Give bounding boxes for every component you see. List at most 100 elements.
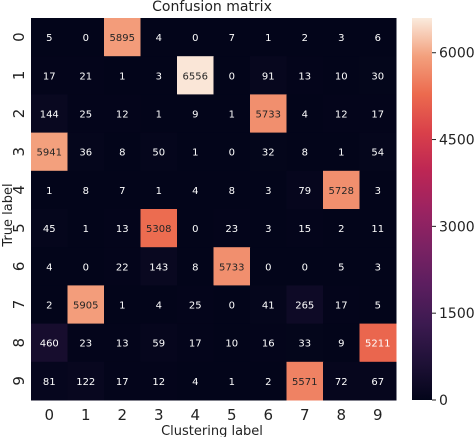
heatmap-cell <box>104 132 141 172</box>
heatmap-cell <box>359 170 397 210</box>
y-tick-label: 0 <box>10 32 28 42</box>
heatmap-cell <box>250 209 287 248</box>
heatmap-cell-label: 3 <box>375 262 381 273</box>
heatmap-cell-label: 8 <box>83 186 89 197</box>
heatmap-cell-label: 25 <box>189 301 202 312</box>
heatmap-cell-label: 0 <box>229 148 235 159</box>
heatmap-cell-label: 5211 <box>365 339 390 350</box>
heatmap-cell <box>213 170 251 210</box>
heatmap-cell <box>323 285 360 325</box>
heatmap-cell-label: 1 <box>119 71 125 82</box>
x-tick-label: 6 <box>263 406 273 424</box>
heatmap-cell-label: 9 <box>338 339 344 350</box>
heatmap-cell-label: 50 <box>152 148 165 159</box>
heatmap-cell <box>67 170 105 210</box>
heatmap-cell-label: 6 <box>375 33 381 44</box>
heatmap-cell <box>323 132 360 172</box>
heatmap-cell <box>140 132 178 172</box>
heatmap-cell-label: 8 <box>192 262 198 273</box>
heatmap-cell-label: 17 <box>371 110 384 121</box>
y-tick-label: 4 <box>10 185 28 195</box>
heatmap-cell-label: 122 <box>76 377 95 388</box>
heatmap-cell-label: 0 <box>192 224 198 235</box>
colorbar-tick-label: 1500 <box>439 306 474 322</box>
heatmap-cell-label: 30 <box>371 71 384 82</box>
heatmap-cell-label: 0 <box>83 262 89 273</box>
heatmap-cell <box>177 56 214 95</box>
heatmap-cell-label: 4 <box>156 301 162 312</box>
heatmap-cell <box>250 285 287 325</box>
heatmap-cell-label: 0 <box>83 33 89 44</box>
y-axis-ticks: 0 1 2 3 4 5 6 7 8 9 <box>10 32 28 385</box>
heatmap-cell-label: 4 <box>46 262 52 273</box>
heatmap-cell-label: 17 <box>116 377 129 388</box>
x-tick-label: 9 <box>373 406 383 424</box>
y-axis-title: True label <box>1 183 16 247</box>
heatmap-cell-label: 0 <box>192 33 198 44</box>
heatmap-cell-label: 32 <box>262 148 275 159</box>
heatmap-cell-label: 45 <box>43 224 56 235</box>
heatmap-cell-label: 12 <box>116 110 129 121</box>
heatmap-cell <box>31 132 68 172</box>
heatmap-cell <box>67 56 105 95</box>
heatmap-cell <box>250 132 287 172</box>
heatmap-cell-label: 12 <box>152 377 165 388</box>
heatmap-cell-label: 72 <box>335 377 348 388</box>
heatmap-cell <box>250 247 287 286</box>
y-tick-label: 3 <box>10 147 28 157</box>
heatmap-cell-label: 7 <box>119 186 125 197</box>
heatmap-cell <box>250 323 287 363</box>
heatmap-cell-label: 25 <box>79 110 92 121</box>
heatmap-cell <box>177 132 214 172</box>
heatmap-cell <box>250 56 287 95</box>
heatmap-cell-label: 13 <box>116 339 129 350</box>
heatmap-cell <box>67 323 105 363</box>
heatmap-cell <box>213 209 251 248</box>
heatmap-cell <box>104 18 141 57</box>
heatmap-cell-label: 1 <box>46 186 52 197</box>
heatmap-cell-label: 8 <box>119 148 125 159</box>
y-tick-label: 8 <box>10 338 28 348</box>
heatmap-cell <box>213 94 251 134</box>
heatmap-cell-label: 59 <box>152 339 165 350</box>
heatmap-cell <box>31 247 68 286</box>
heatmap-cell-label: 1 <box>265 33 271 44</box>
heatmap-cell <box>213 56 251 95</box>
heatmap-cell-label: 2 <box>302 33 308 44</box>
heatmap-cell-label: 11 <box>371 224 384 235</box>
heatmap-cell-label: 5 <box>46 33 52 44</box>
heatmap-cell <box>323 94 360 134</box>
y-tick-label: 7 <box>10 300 28 310</box>
heatmap-cell <box>359 56 397 95</box>
heatmap-cell-label: 460 <box>40 339 59 350</box>
heatmap-cell-label: 2 <box>46 301 52 312</box>
heatmap-cell-label: 12 <box>335 110 348 121</box>
heatmap-cell <box>213 285 251 325</box>
heatmap-cell-label: 36 <box>79 148 92 159</box>
heatmap-cell <box>359 18 397 57</box>
heatmap-cell <box>359 209 397 248</box>
heatmap-cell-label: 4 <box>192 186 198 197</box>
x-tick-label: 8 <box>336 406 346 424</box>
heatmap-cell <box>359 132 397 172</box>
heatmap-cell-label: 1 <box>156 110 162 121</box>
heatmap-cell <box>67 132 105 172</box>
heatmap-cell <box>31 18 68 57</box>
heatmap-cell-label: 23 <box>79 339 92 350</box>
x-tick-label: 0 <box>44 406 54 424</box>
heatmap-cell-label: 143 <box>149 262 168 273</box>
colorbar-tick-label: 4500 <box>439 133 474 149</box>
heatmap-cell <box>140 18 178 57</box>
heatmap-cell-label: 0 <box>265 262 271 273</box>
x-tick-label: 5 <box>227 406 237 424</box>
heatmap-cell <box>177 361 214 401</box>
heatmap-cell-label: 17 <box>43 71 56 82</box>
heatmap-cell-label: 1 <box>83 224 89 235</box>
heatmap-cell <box>31 361 68 401</box>
heatmap-cell <box>286 361 324 401</box>
heatmap-cell <box>323 209 360 248</box>
heatmap-cell <box>140 94 178 134</box>
heatmap-cell-label: 5308 <box>146 224 171 235</box>
heatmap-cell <box>286 247 324 286</box>
